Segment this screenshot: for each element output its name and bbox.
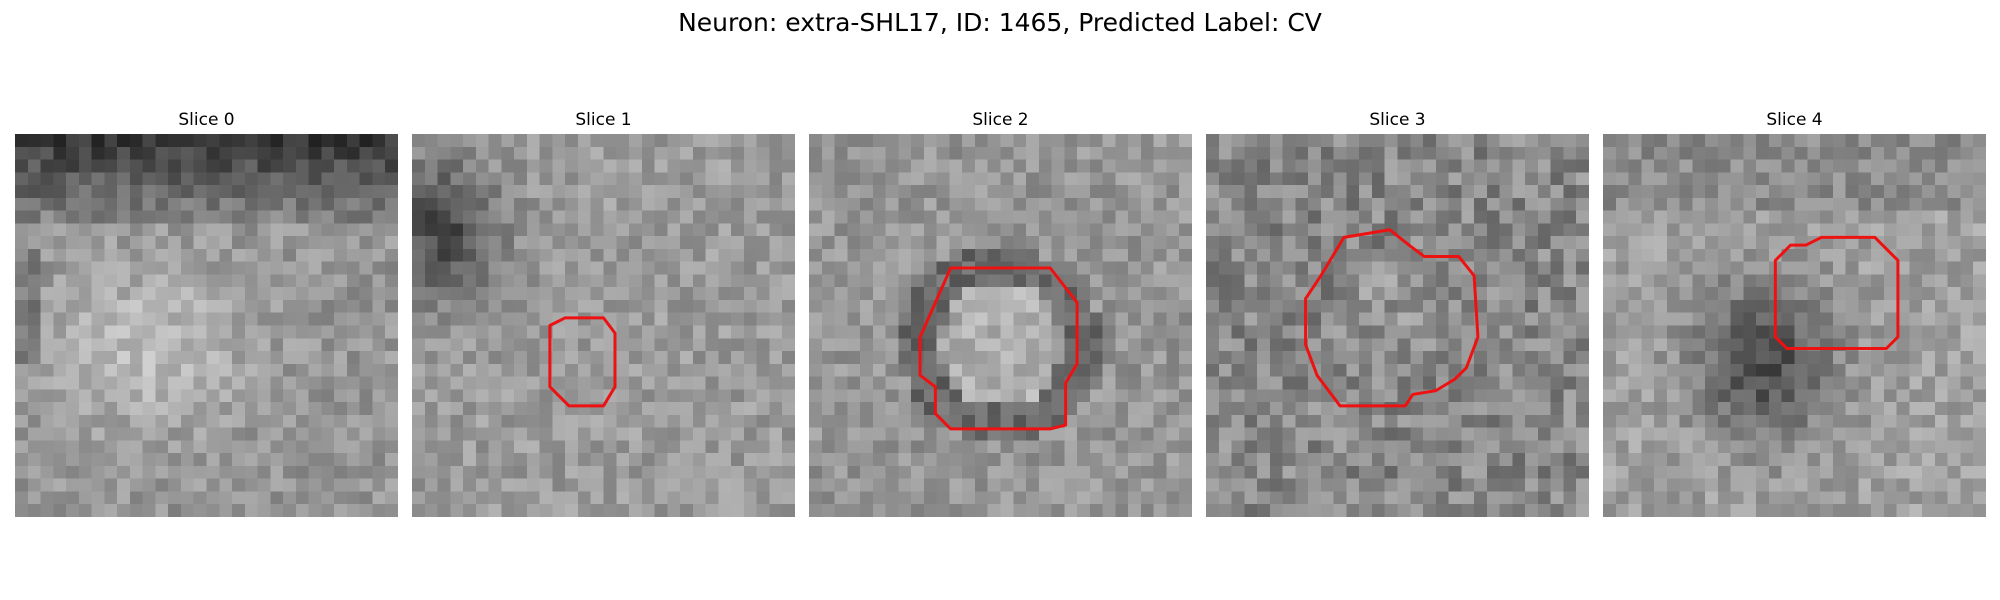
slice-image xyxy=(412,134,795,517)
roi-contour-overlay xyxy=(412,134,795,517)
slice-title: Slice 1 xyxy=(575,110,632,130)
slice-title: Slice 2 xyxy=(972,110,1029,130)
roi-contour-overlay xyxy=(15,134,398,517)
slice-panel-3: Slice 3 xyxy=(1206,110,1589,517)
roi-contour xyxy=(1306,230,1478,406)
slice-image-wrapper xyxy=(1603,134,1986,517)
slice-image xyxy=(1206,134,1589,517)
slice-image-wrapper xyxy=(412,134,795,517)
slice-image xyxy=(809,134,1192,517)
slice-image-wrapper xyxy=(15,134,398,517)
roi-contour-overlay xyxy=(1603,134,1986,517)
roi-contour xyxy=(550,318,615,406)
roi-contour-overlay xyxy=(809,134,1192,517)
roi-contour xyxy=(920,268,1077,429)
roi-contour xyxy=(1775,237,1898,348)
slice-title: Slice 0 xyxy=(178,110,235,130)
figure-title: Neuron: extra-SHL17, ID: 1465, Predicted… xyxy=(678,8,1322,37)
slice-panel-4: Slice 4 xyxy=(1603,110,1986,517)
slice-title: Slice 3 xyxy=(1369,110,1426,130)
roi-contour-overlay xyxy=(1206,134,1589,517)
slice-panel-0: Slice 0 xyxy=(15,110,398,517)
slice-panel-1: Slice 1 xyxy=(412,110,795,517)
slice-image-wrapper xyxy=(1206,134,1589,517)
slice-image-wrapper xyxy=(809,134,1192,517)
slice-image xyxy=(15,134,398,517)
slice-panel-2: Slice 2 xyxy=(809,110,1192,517)
slice-image xyxy=(1603,134,1986,517)
slice-title: Slice 4 xyxy=(1766,110,1823,130)
